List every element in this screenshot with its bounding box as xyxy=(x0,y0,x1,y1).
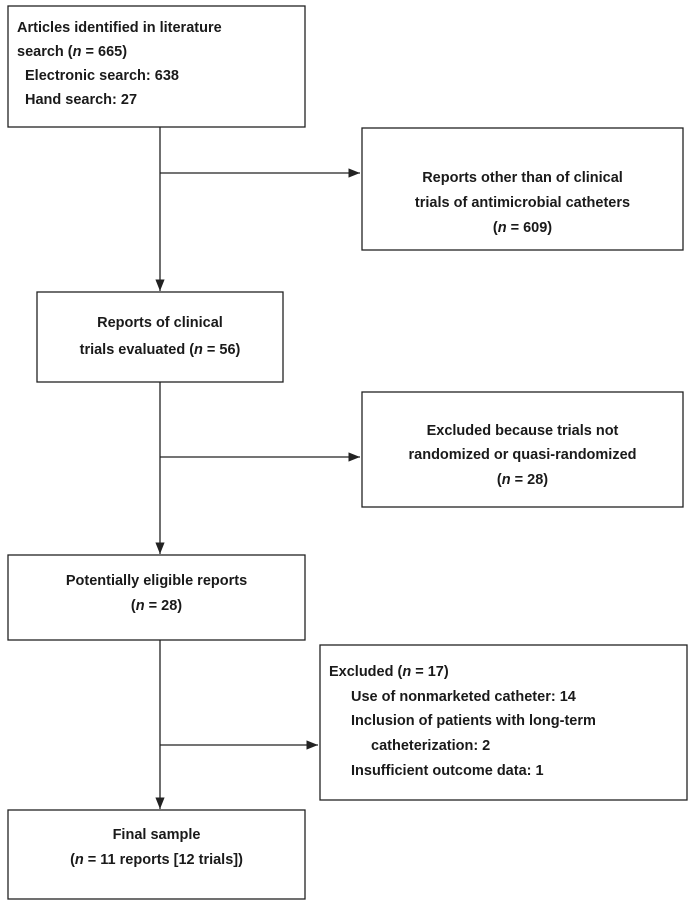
text-run: Excluded because trials not xyxy=(427,423,619,439)
box-frame xyxy=(319,644,688,801)
text-run: ( xyxy=(497,472,502,488)
text-run: Insufficient outcome data: 1 xyxy=(351,763,544,779)
text-run: Reports other than of clinical xyxy=(422,170,623,186)
box-line: Use of nonmarketed catheter: 14 xyxy=(351,689,576,705)
box-line: Reports other than of clinical xyxy=(422,170,623,186)
box-line: Excluded (n = 17) xyxy=(329,664,449,680)
box-line: (n = 28) xyxy=(497,472,548,488)
text-run: search ( xyxy=(17,44,73,60)
box-line: Reports of clinical xyxy=(97,315,223,331)
box-line: trials of antimicrobial catheters xyxy=(415,195,630,211)
text-run: Potentially eligible reports xyxy=(66,573,247,589)
text-run: trials of antimicrobial catheters xyxy=(415,195,630,211)
box-line: Excluded because trials not xyxy=(427,423,619,439)
text-run: Final sample xyxy=(113,827,201,843)
text-run: n xyxy=(498,220,507,236)
text-run: randomized or quasi-randomized xyxy=(409,447,637,463)
box-line: (n = 28) xyxy=(131,598,182,614)
box-line: Potentially eligible reports xyxy=(66,573,247,589)
flow-box: Reports of clinical trials evaluated (n =… xyxy=(36,291,284,383)
text-run: ( xyxy=(493,220,498,236)
flow-box: Excluded (n = 17) Use of nonmarketed cath… xyxy=(319,644,688,801)
box-line: trials evaluated (n = 56) xyxy=(80,342,241,358)
text-run: n xyxy=(136,598,145,614)
box-line: search (n = 665) xyxy=(17,44,127,60)
text-run: trials evaluated ( xyxy=(80,342,195,358)
text-run: Excluded ( xyxy=(329,664,402,680)
box-line: (n = 11 reports [12 trials]) xyxy=(70,852,243,868)
box-frame xyxy=(7,5,306,128)
text-run: Hand search: 27 xyxy=(25,92,137,108)
text-run: ( xyxy=(70,852,75,868)
text-run: = 56) xyxy=(203,342,241,358)
box-line: Electronic search: 638 xyxy=(25,68,179,84)
text-run: n xyxy=(194,342,203,358)
box-line: (n = 609) xyxy=(493,220,552,236)
flow-box: Final sample (n = 11 reports [12 trials]) xyxy=(7,809,306,900)
flow-box: Potentially eligible reports (n = 28) xyxy=(7,554,306,641)
text-run: n xyxy=(73,44,82,60)
text-run: catheterization: 2 xyxy=(371,738,490,754)
text-run: Use of nonmarketed catheter: 14 xyxy=(351,689,576,705)
box-frame xyxy=(7,809,306,900)
text-run: Reports of clinical xyxy=(97,315,223,331)
text-run: = 28) xyxy=(511,472,549,488)
flow-box: Excluded because trials not randomized or… xyxy=(361,391,684,508)
text-run: n xyxy=(502,472,511,488)
box-frame xyxy=(7,554,306,641)
box-line: Hand search: 27 xyxy=(25,92,137,108)
box-line: Final sample xyxy=(113,827,201,843)
box-line: Articles identified in literature xyxy=(17,20,222,36)
box-line: catheterization: 2 xyxy=(371,738,490,754)
text-run: Articles identified in literature xyxy=(17,20,222,36)
box-line: Insufficient outcome data: 1 xyxy=(351,763,544,779)
box-frame xyxy=(361,391,684,508)
flow-box: Reports other than of clinical trials of … xyxy=(361,127,684,251)
box-frame xyxy=(36,291,284,383)
box-line: Inclusion of patients with long-term xyxy=(351,713,596,729)
text-run: n xyxy=(75,852,84,868)
box-line: randomized or quasi-randomized xyxy=(409,447,637,463)
text-run: n xyxy=(402,664,411,680)
text-run: = 11 reports [12 trials]) xyxy=(84,852,243,868)
text-run: Electronic search: 638 xyxy=(25,68,179,84)
text-run: Inclusion of patients with long-term xyxy=(351,713,596,729)
text-run: = 665) xyxy=(81,44,127,60)
flow-box: Articles identified in literature search … xyxy=(7,5,306,128)
connectors xyxy=(155,127,360,809)
text-run: = 609) xyxy=(507,220,553,236)
text-run: = 17) xyxy=(411,664,449,680)
text-run: = 28) xyxy=(145,598,183,614)
text-run: ( xyxy=(131,598,136,614)
box-frame xyxy=(361,127,684,251)
